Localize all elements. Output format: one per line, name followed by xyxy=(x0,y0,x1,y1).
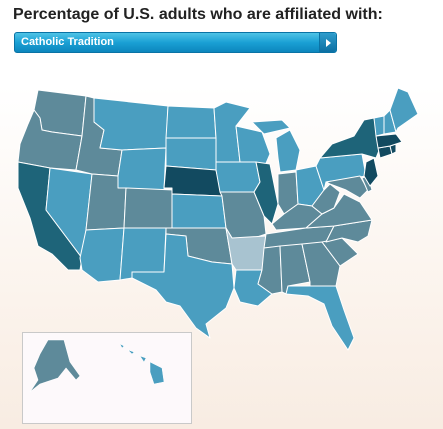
state-WY[interactable] xyxy=(117,147,167,191)
state-VT[interactable] xyxy=(373,115,385,137)
religion-selector-dropdown[interactable]: Catholic Tradition xyxy=(14,32,337,53)
page-title: Percentage of U.S. adults who are affili… xyxy=(13,6,383,23)
selector-value: Catholic Tradition xyxy=(21,36,114,48)
map-svg xyxy=(17,87,419,393)
state-NJ[interactable] xyxy=(363,157,379,187)
state-IL[interactable] xyxy=(253,161,279,225)
state-MD[interactable] xyxy=(325,175,369,199)
state-CO[interactable] xyxy=(123,187,175,229)
state-TX[interactable] xyxy=(131,233,235,339)
state-IA[interactable] xyxy=(215,161,261,193)
state-MA[interactable] xyxy=(375,133,403,149)
state-VA[interactable] xyxy=(305,193,373,229)
state-NE[interactable] xyxy=(163,165,223,197)
us-choropleth-map xyxy=(0,58,443,429)
state-SD[interactable] xyxy=(165,137,217,171)
dropdown-toggle-button[interactable] xyxy=(319,33,336,52)
state-AK[interactable] xyxy=(29,339,81,393)
state-KS[interactable] xyxy=(171,193,227,229)
state-MT[interactable] xyxy=(93,97,169,151)
state-HI[interactable] xyxy=(119,343,165,385)
state-NY[interactable] xyxy=(319,117,381,159)
state-FL[interactable] xyxy=(285,285,355,351)
state-AZ[interactable] xyxy=(79,227,125,283)
state-ND[interactable] xyxy=(165,105,217,139)
play-arrow-icon xyxy=(326,39,331,47)
state-ME[interactable] xyxy=(389,87,419,133)
